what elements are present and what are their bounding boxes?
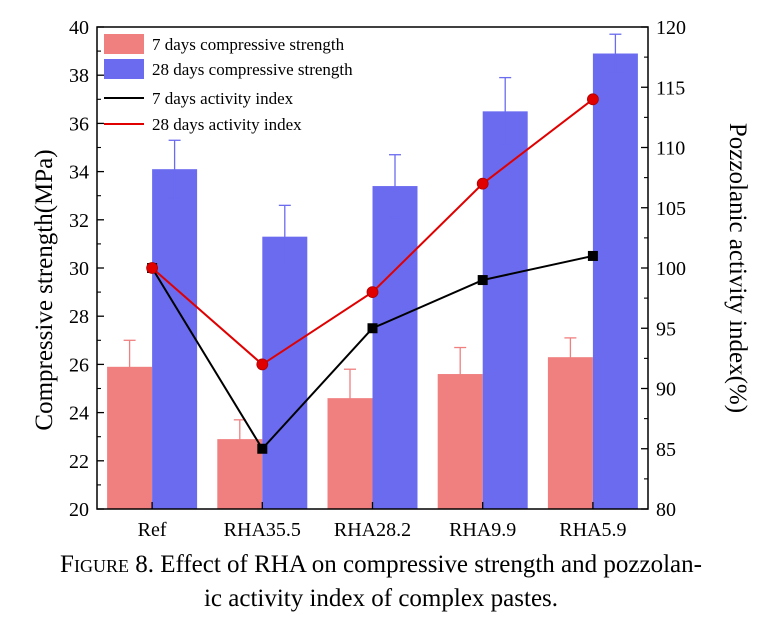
y-tick-label-7: 34 <box>69 162 89 184</box>
marker-28d-index-1 <box>256 358 269 371</box>
y2-tick-label-5: 105 <box>656 198 686 220</box>
legend-label-0: 7 days compressive strength <box>152 35 345 54</box>
y2-tick-label-2: 90 <box>656 379 676 401</box>
legend-swatch-0 <box>104 34 144 54</box>
bar-28d-0 <box>152 169 198 509</box>
x-tick-label-0: Ref <box>138 519 167 541</box>
y-tick-label-4: 28 <box>69 306 89 328</box>
chart: 20 22 24 26 28 30 32 34 36 38 40 80 85 90 95 100 105 110 1… <box>31 17 751 541</box>
axes-layer <box>96 26 649 510</box>
y2-tick-label-0: 80 <box>656 499 676 521</box>
bar-7d-4 <box>547 357 593 509</box>
legend-swatch-1 <box>104 59 144 79</box>
legend-label-2: 7 days activity index <box>152 89 294 108</box>
y2-tick-label-7: 115 <box>656 77 685 99</box>
lines-layer <box>146 93 599 454</box>
marker-7d-index-3 <box>477 275 488 286</box>
x-tick-label-1: RHA35.5 <box>224 519 301 541</box>
bar-28d-4 <box>592 53 638 509</box>
y-tick-label-0: 20 <box>69 499 89 521</box>
figure-caption: Figure 8. Effect of RHA on compressive s… <box>0 548 762 616</box>
marker-7d-index-2 <box>367 323 378 334</box>
y-tick-label-9: 38 <box>69 65 89 87</box>
y-tick-label-5: 30 <box>69 258 89 280</box>
caption-line1: Effect of RHA on compressive strength an… <box>153 551 702 578</box>
y-tick-label-6: 32 <box>69 210 89 232</box>
y-tick-label-8: 36 <box>69 113 89 135</box>
legend-label-1: 28 days compressive strength <box>152 60 353 79</box>
marker-28d-index-3 <box>476 177 489 190</box>
bar-28d-3 <box>482 111 528 509</box>
error-bars-layer <box>123 33 622 460</box>
y-axis-label: Compressive strength(MPa) <box>31 149 58 430</box>
y2-tick-label-6: 110 <box>656 138 685 160</box>
y2-tick-label-8: 120 <box>656 17 686 39</box>
bars-layer <box>107 53 638 510</box>
y-tick-label-2: 24 <box>69 403 89 425</box>
caption-line2: ic activity index of complex pastes. <box>203 585 559 612</box>
x-tick-label-2: RHA28.2 <box>334 519 411 541</box>
legend: 7 days compressive strength 28 days compr… <box>104 34 353 134</box>
marker-7d-index-1 <box>257 443 268 454</box>
tick-labels-layer: 20 22 24 26 28 30 32 34 36 38 40 80 85 90 95 100 105 110 1… <box>69 17 686 541</box>
caption-prefix: Figure 8. <box>60 551 154 578</box>
y2-tick-label-3: 95 <box>656 318 676 340</box>
x-tick-label-3: RHA9.9 <box>449 519 516 541</box>
bar-28d-1 <box>262 236 308 510</box>
y2-tick-label-4: 100 <box>656 258 686 280</box>
marker-28d-index-4 <box>587 93 599 106</box>
y-tick-label-10: 40 <box>69 17 89 39</box>
bar-28d-2 <box>372 186 418 509</box>
legend-label-3: 28 days activity index <box>152 115 302 134</box>
y-tick-label-3: 26 <box>69 354 89 376</box>
x-tick-label-4: RHA5.9 <box>559 519 626 541</box>
y2-axis-label: Pozzolanic activity index(%) <box>724 123 751 413</box>
marker-28d-index-0 <box>146 262 159 274</box>
y-tick-label-1: 22 <box>69 451 89 473</box>
y2-tick-label-1: 85 <box>656 439 676 461</box>
marker-28d-index-2 <box>366 286 379 299</box>
marker-7d-index-4 <box>587 250 598 261</box>
